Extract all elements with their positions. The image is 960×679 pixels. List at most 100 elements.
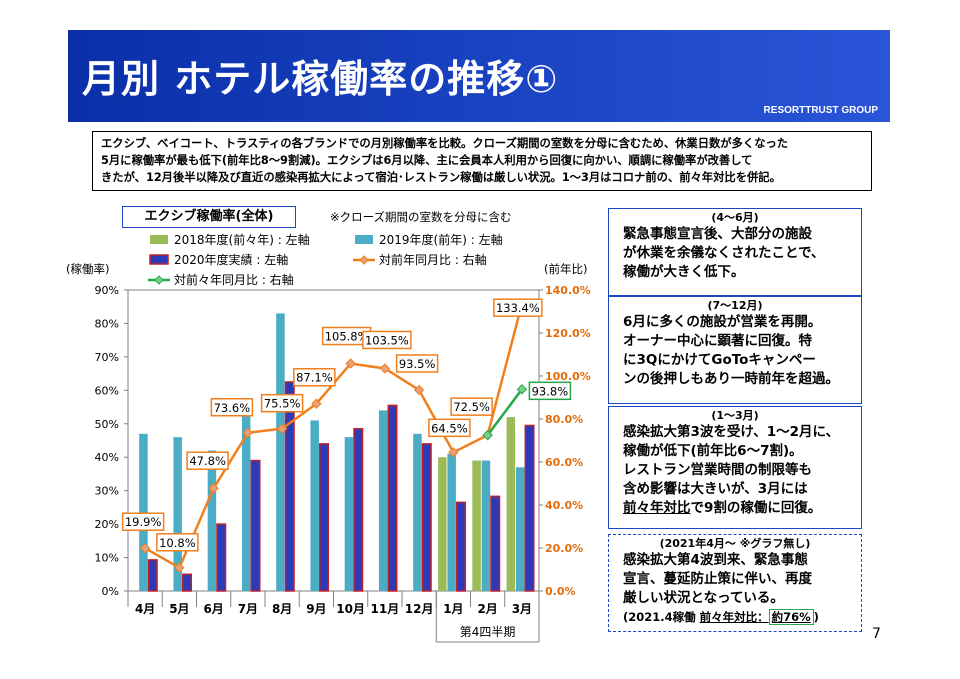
bar-fy2020 <box>421 443 432 592</box>
y-tick-label: 20% <box>95 518 119 531</box>
legend-label: 2019年度(前年) : 左軸 <box>379 232 503 247</box>
box-line: 6月に多くの施設が営業を再開。 <box>623 314 822 330</box>
x-tick-label: 7月 <box>238 602 258 616</box>
box-line: 感染拡大第4波到来、緊急事態 <box>623 552 808 568</box>
bar-fy2020 <box>490 495 501 592</box>
box-line: 宣言、蔓延防止策に伴い、再度 <box>623 571 812 587</box>
page-title: 月別 ホテル稼働率の推移① <box>82 57 559 101</box>
box-jul-dec: (7～12月) 6月に多くの施設が営業を再開。 オーナー中心に顕著に回復。特 に… <box>608 296 862 404</box>
yoy-label-box <box>362 330 412 350</box>
legend-swatch <box>149 254 169 265</box>
yoy-label-box <box>210 398 254 417</box>
bar-fy2020 <box>456 501 467 592</box>
yoy-marker <box>379 363 391 374</box>
legend-swatch <box>150 235 168 244</box>
yoy-label-box <box>260 393 304 413</box>
bar-fy2019 <box>413 433 422 591</box>
yoy-label: 75.5% <box>264 397 301 411</box>
yoy-marker <box>448 447 459 458</box>
box-line: オーナー中心に顕著に回復。特 <box>623 333 812 349</box>
x-tick-label: 12月 <box>405 602 434 616</box>
x-tick-label: 9月 <box>306 602 326 616</box>
x-tick-label: 1月 <box>443 602 463 616</box>
yoy-label: 87.1% <box>296 371 333 385</box>
y-axis-label: (稼働率) <box>66 262 109 276</box>
y2-tick-label: 120.0% <box>545 327 591 340</box>
y2-axis-label: (前年比) <box>544 262 587 276</box>
legend-marker <box>359 255 369 265</box>
legend-marker <box>154 275 164 285</box>
x-tick-label: 10月 <box>336 602 365 616</box>
box-line: に3QにかけてGoToキャンペー <box>623 352 816 368</box>
y2-tick-label: 20.0% <box>545 542 583 555</box>
y2-tick-label: 0.0% <box>545 585 576 598</box>
box-heading: (1～3月) <box>711 409 759 422</box>
bar-fy2019 <box>173 437 182 591</box>
x-tick-label: 11月 <box>371 602 400 616</box>
summary-line: きたが、12月後半以降及び直近の感染再拡大によって宿泊･レストラン稼働は厳しい状… <box>101 171 781 184</box>
x-tick-label: 2月 <box>477 602 497 616</box>
bar-fy2020 <box>182 573 193 592</box>
vs-2y-line <box>486 388 523 436</box>
occupancy-chart: 0% 10% 20% 30% 40% 50% 60% 70% 80% 90% 0.0% 20.0% 40… <box>66 232 591 643</box>
bar-fy2019 <box>276 313 285 591</box>
box-line: 厳しい状況となっている。 <box>623 590 784 606</box>
box-line: 稼働が大きく低下。 <box>623 264 745 280</box>
yoy-marker <box>174 562 185 573</box>
bar-fy2019 <box>378 410 388 591</box>
summary-line: 5月に稼働率が最も低下(前年比8～9割減)。エクシブは6月以降、主に会員本人利用… <box>101 154 753 167</box>
vs-2y-marker <box>482 429 493 441</box>
bar-fy2020 <box>353 428 364 592</box>
legend-swatch <box>355 235 373 244</box>
legend-label: 対前々年同月比 : 右軸 <box>174 272 294 287</box>
box-line: ンの後押しもあり一時前年を超過。 <box>623 371 839 387</box>
yoy-label-box <box>395 354 439 373</box>
bar-fy2019 <box>481 460 491 591</box>
quarter-label: 第4四半期 <box>460 625 516 639</box>
yoy-marker <box>311 398 322 409</box>
bar-fy2018 <box>438 457 447 591</box>
x-tick-label: 3月 <box>512 602 532 616</box>
yoy-label: 133.4% <box>496 301 540 315</box>
note-suffix: ) <box>813 610 819 624</box>
yoy-label-box <box>450 397 493 416</box>
yoy-marker <box>139 543 151 554</box>
legend-label: 対前年同月比 : 右軸 <box>379 252 487 267</box>
yoy-label: 19.9% <box>125 515 162 529</box>
vs-2y-label-box <box>528 381 572 401</box>
yoy-label: 72.5% <box>453 400 490 414</box>
box-text: で9割の稼働に回復。 <box>690 500 822 516</box>
y-tick-label: 30% <box>95 485 119 498</box>
bar-fy2019 <box>207 450 217 591</box>
y-tick-label: 80% <box>95 317 119 330</box>
box-line: 含め影響は大きいが、3月には <box>623 481 808 497</box>
box-line: レストラン営業時間の制限等も <box>623 462 812 478</box>
note-value-badge: 約76% <box>768 609 814 625</box>
underlined-text: 前々年対比 <box>623 500 691 516</box>
y-tick-label: 60% <box>95 384 119 397</box>
y2-tick-label: 60.0% <box>545 456 583 469</box>
box-jan-mar: (1～3月) 感染拡大第3波を受け、1～2月に、 稼働が低下(前年比6～7割)。… <box>608 406 862 529</box>
box-line: が休業を余儀なくされたことで、 <box>623 245 825 261</box>
company-name: RESORTTRUST GROUP <box>763 105 878 116</box>
y-tick-label: 0% <box>102 585 119 598</box>
box-note: (2021.4稼働 前々年対比： 約76%) <box>609 608 861 627</box>
bar-fy2020 <box>319 443 330 592</box>
box-apr-jun: (4～6月) 緊急事態宣言後、大部分の施設 が休業を余儀なくされたことで、 稼働… <box>608 208 862 296</box>
yoy-marker <box>276 423 288 434</box>
x-tick-label: 4月 <box>135 602 155 616</box>
y2-tick-label: 140.0% <box>545 284 591 297</box>
yoy-marker <box>242 427 254 438</box>
legend-label: 2020年度実績 : 左軸 <box>174 252 288 267</box>
yoy-marker <box>345 358 356 369</box>
box-heading: (2021年4月～ ※グラフ無し) <box>659 537 811 550</box>
yoy-label: 105.8% <box>325 330 369 344</box>
note-underlined: 前々年対比： <box>699 610 769 624</box>
box-line: 緊急事態宣言後、大部分の施設 <box>623 226 812 242</box>
bar-fy2020 <box>147 559 158 592</box>
vs-2y-marker <box>516 384 528 395</box>
yoy-label-box <box>493 298 543 317</box>
x-tick-label: 8月 <box>272 602 292 616</box>
y-tick-label: 40% <box>95 451 119 464</box>
box-line: 稼働が低下(前年比6～7割)。 <box>623 443 803 459</box>
